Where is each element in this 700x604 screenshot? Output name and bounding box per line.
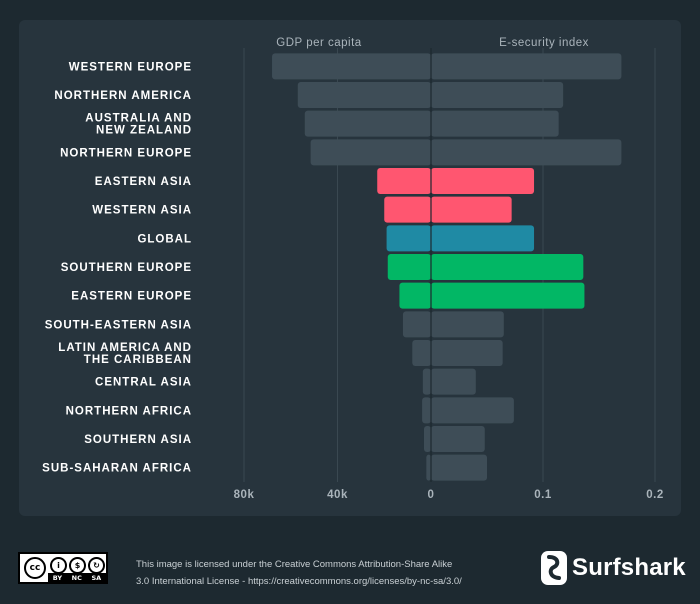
row-label: WESTERN ASIA [92, 205, 192, 217]
cc-term-sa: SA [91, 573, 102, 582]
gdp-bar [297, 82, 431, 108]
row-label: SUB-SAHARAN AFRICA [42, 463, 192, 475]
gdp-bar [412, 340, 431, 366]
gdp-bar [272, 53, 431, 80]
row-label: NORTHERN AMERICA [54, 90, 192, 102]
x-tick-label: 0.1 [534, 489, 552, 501]
x-tick-label: 80k [234, 489, 255, 501]
brand-name: Surfshark [572, 554, 686, 581]
gdp-bar [402, 311, 431, 338]
x-tick-label: 40k [327, 489, 348, 501]
cc-term-nc: NC [71, 573, 82, 582]
row-label: SOUTHERN ASIA [84, 434, 192, 446]
esecurity-bar [431, 368, 476, 395]
row-label: THE CARIBBEAN [84, 354, 192, 366]
row-label: GLOBAL [137, 233, 192, 245]
row-label: SOUTHERN EUROPE [61, 262, 192, 274]
row-label: EASTERN ASIA [95, 176, 192, 188]
cc-term-by: BY [52, 573, 63, 582]
surfshark-logo-icon [541, 551, 567, 585]
row-label: CENTRAL ASIA [95, 377, 192, 389]
gdp-bar [426, 454, 431, 481]
esecurity-bar [431, 311, 504, 338]
creative-commons-badge[interactable]: cc i $ ↻ BY NC SA [18, 552, 108, 584]
brand[interactable]: Surfshark [541, 551, 686, 585]
gdp-bar [422, 368, 431, 395]
gdp-bar [423, 426, 431, 452]
esecurity-bar [431, 53, 622, 80]
row-label: NORTHERN EUROPE [60, 147, 192, 159]
left-header: GDP per capita [276, 37, 362, 49]
esecurity-bar [431, 254, 584, 280]
esecurity-bar [431, 340, 503, 366]
gdp-bar [386, 225, 431, 252]
esecurity-bar [431, 454, 487, 481]
gdp-bar [310, 139, 431, 166]
esecurity-bar [431, 82, 564, 108]
x-tick-label: 0 [428, 489, 435, 501]
attribution-icon: i [50, 557, 67, 574]
row-label: NEW ZEALAND [96, 125, 192, 137]
cc-logo-icon: cc [24, 557, 46, 579]
license-line-2[interactable]: 3.0 International License - https://crea… [136, 576, 462, 587]
gdp-bar [422, 397, 431, 424]
gdp-bar [377, 168, 431, 194]
license-line-1: This image is licensed under the Creativ… [136, 559, 453, 570]
row-label: AUSTRALIA AND [85, 113, 192, 125]
gdp-bar [387, 254, 431, 280]
cc-terms-strip: BY NC SA [48, 573, 106, 582]
esecurity-bar [431, 110, 559, 137]
row-label: WESTERN EUROPE [69, 61, 192, 73]
noncommercial-icon: $ [69, 557, 86, 574]
esecurity-bar [431, 139, 622, 166]
row-label: LATIN AMERICA AND [58, 342, 192, 354]
esecurity-bar [431, 196, 512, 223]
row-label: SOUTH-EASTERN ASIA [45, 319, 192, 331]
row-label: EASTERN EUROPE [71, 291, 192, 303]
esecurity-bar [431, 282, 585, 309]
esecurity-bar [431, 397, 514, 424]
license-text: This image is licensed under the Creativ… [136, 556, 462, 590]
sharealike-icon: ↻ [88, 557, 105, 574]
esecurity-bar [431, 225, 535, 252]
diverging-bar-chart: GDP per capita E-security index WESTERN EU… [42, 37, 664, 501]
right-header: E-security index [499, 37, 589, 49]
gdp-bar [399, 282, 431, 309]
gdp-bar [384, 196, 431, 223]
chart-panel: GDP per capita E-security index WESTERN EU… [19, 20, 681, 516]
row-label: NORTHERN AFRICA [66, 405, 192, 417]
esecurity-bar [431, 426, 485, 452]
gdp-bar [304, 110, 431, 137]
x-tick-label: 0.2 [646, 489, 664, 501]
esecurity-bar [431, 168, 535, 194]
